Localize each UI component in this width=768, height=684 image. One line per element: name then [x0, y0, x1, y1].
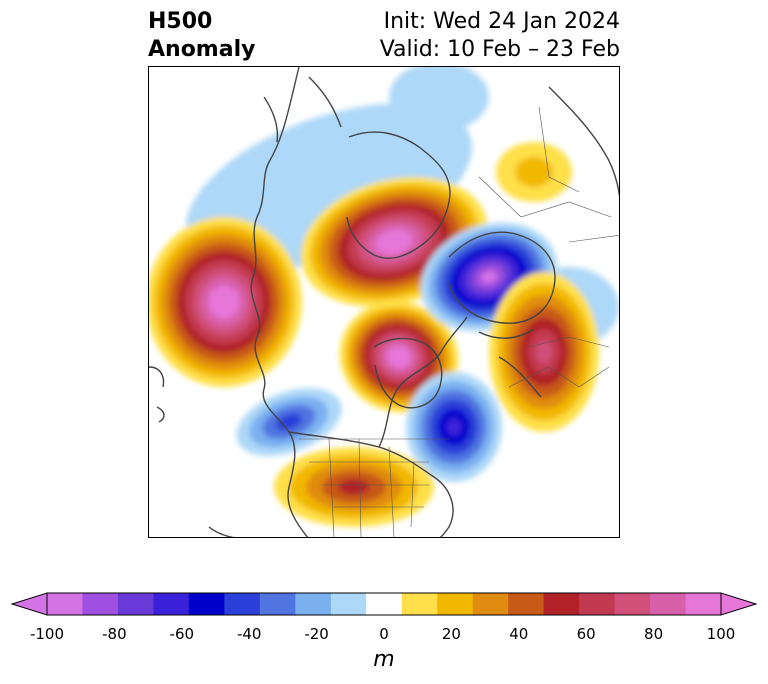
anomaly-ridge-siberia	[496, 142, 572, 202]
colorbar-box	[543, 593, 580, 615]
title-field: Anomaly	[148, 37, 256, 62]
colorbar-box	[259, 593, 296, 615]
colorbar-box	[295, 593, 332, 615]
anomaly-contour-level	[216, 293, 232, 311]
anomaly-contour-level	[481, 270, 497, 284]
anomaly-contour-level	[275, 413, 303, 431]
colorbar-box	[437, 593, 474, 615]
anomaly-contour-level	[536, 340, 552, 364]
anomaly-trough-north-atlantic	[406, 372, 502, 482]
anomaly-contour-level	[338, 479, 370, 495]
colorbar-outline	[46, 592, 722, 616]
colorbar-box	[508, 593, 545, 615]
colorbar-tick-label: 60	[576, 625, 596, 643]
map-dates: Init: Wed 24 Jan 2024 Valid: 10 Feb – 23…	[380, 8, 620, 64]
colorbar-box	[366, 593, 403, 615]
colorbar-unit: m	[373, 647, 395, 672]
anomaly-ridge-hudson-bay	[339, 301, 459, 413]
anomaly-map	[148, 66, 620, 538]
colorbar-svg	[10, 592, 758, 616]
colorbar-tick-label: 0	[379, 625, 389, 643]
anomaly-contour-level	[384, 235, 404, 249]
colorbar-tick-label: 100	[706, 625, 736, 643]
anomaly-ridge-west-pacific	[149, 217, 302, 387]
colorbar-box	[401, 593, 438, 615]
coastlines	[149, 67, 619, 537]
anomaly-ridge-europe	[489, 272, 599, 432]
political-borders	[299, 106, 619, 537]
colorbar-box	[614, 593, 651, 615]
map-title: H500 Anomaly	[148, 8, 255, 64]
colorbar-tick-label: 80	[644, 625, 664, 643]
colorbar-low-extend	[10, 592, 48, 616]
colorbar-box	[153, 593, 190, 615]
anomaly-contours	[149, 67, 619, 527]
colorbar-box	[117, 593, 154, 615]
anomaly-map-svg	[149, 67, 619, 537]
colorbar-tick-label: -40	[236, 625, 262, 643]
colorbar-box	[650, 593, 687, 615]
colorbar-tick-label: -80	[102, 625, 127, 643]
valid-range: Valid: 10 Feb – 23 Feb	[379, 37, 620, 62]
anomaly-background-band	[389, 67, 489, 132]
colorbar-box	[330, 593, 367, 615]
colorbar-tick-label: -60	[169, 625, 195, 643]
colorbar-box	[82, 593, 119, 615]
colorbar-high-extend	[720, 592, 758, 616]
title-variable: H500	[148, 9, 213, 34]
colorbar-box	[579, 593, 616, 615]
colorbar-box	[188, 593, 225, 615]
colorbar-tick-label: -20	[304, 625, 329, 643]
colorbar: -100 -80 -60 -40 -20 0 20 40 60 80 100 m	[0, 585, 768, 684]
colorbar-box	[685, 593, 722, 615]
anomaly-contour-level	[393, 351, 405, 363]
colorbar-boxes	[47, 593, 722, 615]
colorbar-tick-label: 20	[441, 625, 461, 643]
colorbar-box	[472, 593, 509, 615]
anomaly-contour-level	[515, 157, 553, 187]
colorbar-box	[47, 593, 83, 615]
init-date: Init: Wed 24 Jan 2024	[383, 9, 620, 34]
anomaly-ridge-southern-us	[274, 447, 434, 527]
colorbar-box	[224, 593, 261, 615]
anomaly-contour-level	[446, 417, 462, 437]
colorbar-tick-label: -100	[29, 625, 65, 643]
colorbar-tick-label: 40	[509, 625, 529, 643]
